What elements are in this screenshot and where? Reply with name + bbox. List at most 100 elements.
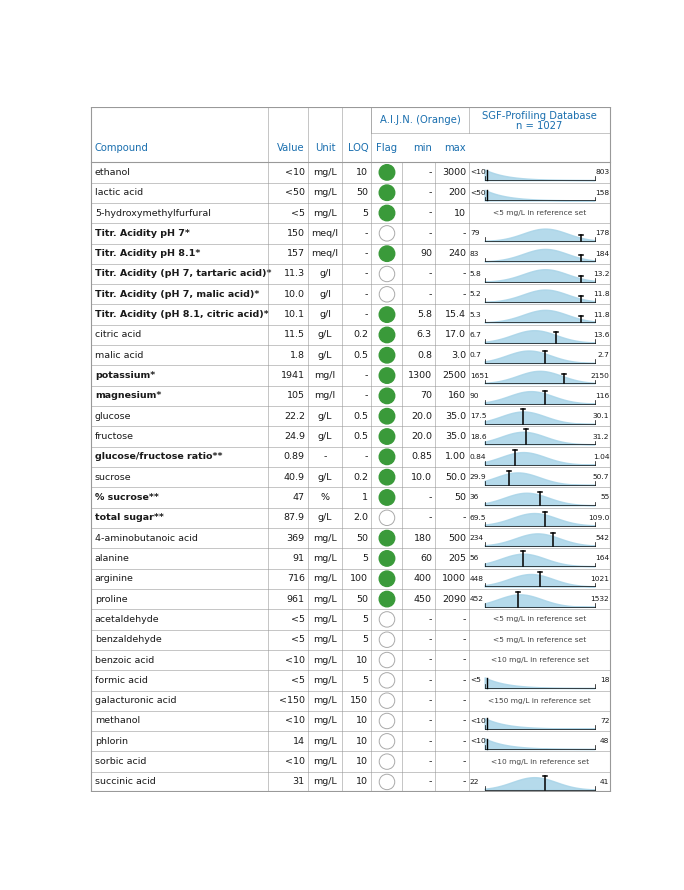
Text: 2.0: 2.0: [354, 514, 369, 522]
Text: 1.04: 1.04: [593, 454, 609, 460]
Text: 450: 450: [414, 595, 432, 603]
Text: -: -: [429, 229, 432, 238]
Text: 50.7: 50.7: [593, 474, 609, 481]
Text: g/L: g/L: [318, 432, 332, 441]
Text: total sugar**: total sugar**: [95, 514, 163, 522]
Text: -: -: [429, 615, 432, 624]
Text: 11.3: 11.3: [284, 270, 305, 279]
Text: 90: 90: [470, 392, 479, 399]
Text: 0.89: 0.89: [284, 452, 305, 461]
Text: potassium*: potassium*: [95, 371, 155, 380]
Circle shape: [379, 287, 395, 302]
Text: <5: <5: [291, 208, 305, 217]
Text: phlorin: phlorin: [95, 737, 128, 746]
Text: 13.6: 13.6: [593, 332, 609, 338]
Text: 10.1: 10.1: [284, 310, 305, 320]
Text: 961: 961: [287, 595, 305, 603]
Text: meq/l: meq/l: [311, 229, 339, 238]
Text: 5.8: 5.8: [470, 271, 482, 277]
Text: mg/L: mg/L: [313, 778, 337, 787]
Text: % sucrose**: % sucrose**: [95, 493, 159, 502]
Text: 20.0: 20.0: [411, 432, 432, 441]
Text: mg/L: mg/L: [313, 574, 337, 583]
Circle shape: [379, 266, 395, 282]
Text: -: -: [429, 656, 432, 665]
Text: 10: 10: [454, 208, 466, 217]
Circle shape: [379, 368, 395, 384]
Text: 1.8: 1.8: [290, 351, 305, 360]
Circle shape: [379, 530, 395, 546]
Text: ethanol: ethanol: [95, 168, 131, 177]
Text: -: -: [462, 656, 466, 665]
Text: mg/L: mg/L: [313, 737, 337, 746]
Text: g/l: g/l: [319, 310, 331, 320]
Text: 803: 803: [595, 169, 609, 175]
Text: 11.5: 11.5: [284, 330, 305, 339]
Text: 105: 105: [287, 392, 305, 401]
Text: 6.7: 6.7: [470, 332, 482, 338]
Text: -: -: [462, 676, 466, 684]
Circle shape: [379, 328, 395, 343]
Text: 70: 70: [420, 392, 432, 401]
Text: mg/L: mg/L: [313, 188, 337, 198]
Text: -: -: [429, 696, 432, 705]
Text: <5: <5: [291, 676, 305, 684]
Text: -: -: [429, 778, 432, 787]
Text: -: -: [462, 615, 466, 624]
Text: 369: 369: [287, 534, 305, 543]
Text: 164: 164: [595, 555, 609, 562]
Text: <5 mg/L in reference set: <5 mg/L in reference set: [493, 636, 586, 643]
Text: 11.8: 11.8: [593, 291, 609, 297]
Text: -: -: [365, 452, 369, 461]
Text: 1651: 1651: [470, 373, 489, 378]
Text: -: -: [462, 514, 466, 522]
Text: Titr. Acidity (pH 7, malic acid)*: Titr. Acidity (pH 7, malic acid)*: [95, 290, 259, 299]
Text: 90: 90: [420, 249, 432, 258]
Text: sucrose: sucrose: [95, 473, 131, 481]
Circle shape: [379, 165, 395, 180]
Text: -: -: [429, 208, 432, 217]
Text: 87.9: 87.9: [284, 514, 305, 522]
Circle shape: [379, 713, 395, 729]
Circle shape: [379, 693, 395, 708]
Text: <5: <5: [291, 615, 305, 624]
Circle shape: [379, 449, 395, 465]
Circle shape: [379, 733, 395, 749]
Text: <10: <10: [470, 718, 486, 724]
Text: <5: <5: [470, 677, 481, 684]
Circle shape: [379, 490, 395, 506]
Text: 40.9: 40.9: [284, 473, 305, 481]
Text: n = 1027: n = 1027: [516, 121, 563, 131]
Text: g/l: g/l: [319, 290, 331, 299]
Circle shape: [379, 551, 395, 566]
Circle shape: [379, 185, 395, 200]
Text: 55: 55: [600, 495, 609, 500]
Text: Value: Value: [277, 142, 305, 153]
Text: -: -: [429, 188, 432, 198]
Text: 3.0: 3.0: [451, 351, 466, 360]
Text: <50: <50: [470, 190, 486, 196]
Text: 3000: 3000: [442, 168, 466, 177]
Text: mg/L: mg/L: [313, 208, 337, 217]
Text: mg/L: mg/L: [313, 615, 337, 624]
Text: 180: 180: [414, 534, 432, 543]
Text: mg/L: mg/L: [313, 635, 337, 644]
Text: 6.3: 6.3: [417, 330, 432, 339]
Text: glucose: glucose: [95, 412, 131, 421]
Text: Compound: Compound: [95, 142, 148, 153]
Text: mg/L: mg/L: [313, 716, 337, 725]
Text: 91: 91: [293, 554, 305, 563]
Text: 158: 158: [595, 190, 609, 196]
Text: mg/L: mg/L: [313, 534, 337, 543]
Text: 240: 240: [448, 249, 466, 258]
Circle shape: [379, 469, 395, 485]
Text: 0.84: 0.84: [470, 454, 486, 460]
Text: 0.8: 0.8: [417, 351, 432, 360]
Text: 5: 5: [363, 554, 369, 563]
Text: <150: <150: [279, 696, 305, 705]
Text: -: -: [429, 635, 432, 644]
Text: SGF-Profiling Database: SGF-Profiling Database: [482, 110, 597, 120]
Text: glucose/fructose ratio**: glucose/fructose ratio**: [95, 452, 222, 461]
Text: 4-aminobutanoic acid: 4-aminobutanoic acid: [95, 534, 198, 543]
Text: <10 mg/L in reference set: <10 mg/L in reference set: [490, 657, 589, 663]
